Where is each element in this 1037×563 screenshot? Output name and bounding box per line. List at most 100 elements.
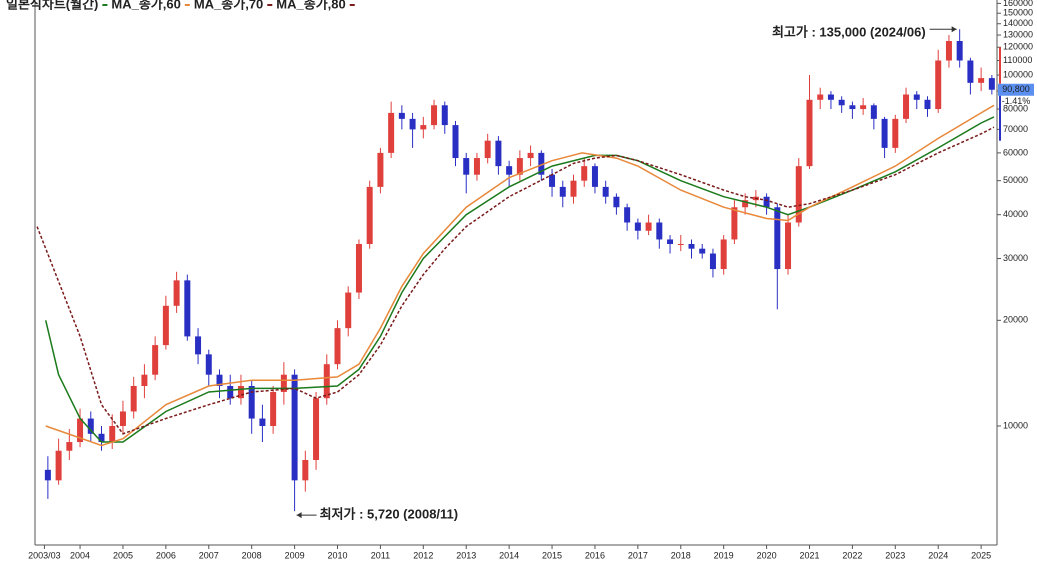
candle-body xyxy=(205,354,212,375)
candle-body xyxy=(570,180,577,197)
x-tick-label: 2018 xyxy=(671,550,691,560)
candle-body xyxy=(967,60,974,83)
candle-body xyxy=(216,374,223,386)
range-bar-down xyxy=(999,95,1001,141)
candle-body xyxy=(591,166,598,187)
legend-swatch xyxy=(184,4,190,6)
candle-body xyxy=(398,112,405,119)
candle-body xyxy=(313,398,320,460)
candle-body xyxy=(409,118,416,130)
candle-body xyxy=(377,152,384,187)
candle-body xyxy=(709,253,716,270)
candle-body xyxy=(645,222,652,231)
candle-body xyxy=(688,244,695,249)
candle-body xyxy=(774,207,781,270)
candle-body xyxy=(699,248,706,254)
candle-body xyxy=(44,469,51,481)
candle-body xyxy=(130,385,137,412)
ma-line xyxy=(45,104,995,447)
y-tick-label: 50000 xyxy=(1003,175,1028,185)
candle-body xyxy=(785,222,792,270)
candle-body xyxy=(270,391,277,426)
candle-body xyxy=(892,118,899,148)
y-tick-label: 10000 xyxy=(1003,420,1028,430)
candle-body xyxy=(956,41,963,61)
candle-body xyxy=(988,78,995,90)
range-bar-up xyxy=(999,47,1001,84)
candle-body xyxy=(420,125,427,130)
y-tick-label: 150000 xyxy=(1003,8,1033,18)
candle-body xyxy=(677,244,684,246)
candle-body xyxy=(77,418,84,443)
y-tick-label: 80000 xyxy=(1003,103,1028,113)
x-tick-label: 2008 xyxy=(242,550,262,560)
y-tick-label: 130000 xyxy=(1003,29,1033,39)
candle-body xyxy=(903,94,910,119)
legend-swatch xyxy=(349,4,355,6)
annotation: 최고가 : 135,000 (2024/06) xyxy=(772,25,926,40)
y-tick-label: 110000 xyxy=(1003,55,1032,65)
x-tick-label: 2007 xyxy=(199,550,219,560)
x-tick-label: 2003/03 xyxy=(28,550,61,560)
candle-body xyxy=(484,140,491,159)
candle-body xyxy=(978,78,985,83)
candle-body xyxy=(945,41,952,61)
candle-body xyxy=(827,94,834,100)
legend-title: 일본식차트(월간) xyxy=(6,0,98,11)
x-tick-label: 2023 xyxy=(885,550,905,560)
annotation-arrowhead xyxy=(296,512,302,519)
candle-body xyxy=(173,280,180,306)
candle-body xyxy=(237,385,244,399)
candle-body xyxy=(742,200,749,208)
x-tick-label: 2014 xyxy=(499,550,519,560)
candle-body xyxy=(323,364,330,399)
candle-body xyxy=(152,345,159,375)
candle-body xyxy=(924,99,931,110)
legend-entry: MA_종가,60 xyxy=(111,0,180,11)
candle-body xyxy=(388,112,395,153)
candle-body xyxy=(248,385,255,419)
change-label: -1.41% xyxy=(1002,96,1031,106)
ma-line xyxy=(36,126,995,435)
x-tick-label: 2015 xyxy=(542,550,562,560)
candle-body xyxy=(162,305,169,346)
candle-body xyxy=(195,336,202,355)
candle-body xyxy=(98,433,105,443)
candle-body xyxy=(87,418,94,434)
candle-body xyxy=(441,105,448,126)
candle-body xyxy=(141,374,148,386)
annotation: 최저가 : 5,720 (2008/11) xyxy=(320,507,459,522)
candle-body xyxy=(463,158,470,175)
last-price-box xyxy=(998,83,1034,96)
x-tick-label: 2012 xyxy=(413,550,433,560)
legend-swatch xyxy=(102,4,108,6)
candle-body xyxy=(280,374,287,392)
candle-body xyxy=(613,196,620,208)
x-tick-label: 2010 xyxy=(327,550,347,560)
x-tick-label: 2005 xyxy=(113,550,133,560)
candle-body xyxy=(184,280,191,337)
candle-body xyxy=(860,105,867,110)
candle-body xyxy=(763,196,770,208)
candle-body xyxy=(667,239,674,245)
x-tick-label: 2022 xyxy=(842,550,862,560)
candle-body xyxy=(291,374,298,481)
candle-body xyxy=(345,292,352,329)
candle-body xyxy=(731,207,738,240)
x-tick-label: 2025 xyxy=(971,550,991,560)
y-tick-label: 100000 xyxy=(1003,69,1033,79)
x-tick-label: 2011 xyxy=(371,550,390,560)
candle-body xyxy=(935,60,942,110)
candle-body xyxy=(366,186,373,245)
y-tick-label: 160000 xyxy=(1003,0,1033,8)
candle-body xyxy=(817,94,824,100)
candle-body xyxy=(119,411,126,426)
candle-body xyxy=(109,425,116,443)
candle-body xyxy=(624,207,631,223)
x-tick-label: 2009 xyxy=(285,550,305,560)
candle-body xyxy=(473,158,480,175)
y-tick-label: 140000 xyxy=(1003,18,1033,28)
candle-body xyxy=(795,166,802,223)
